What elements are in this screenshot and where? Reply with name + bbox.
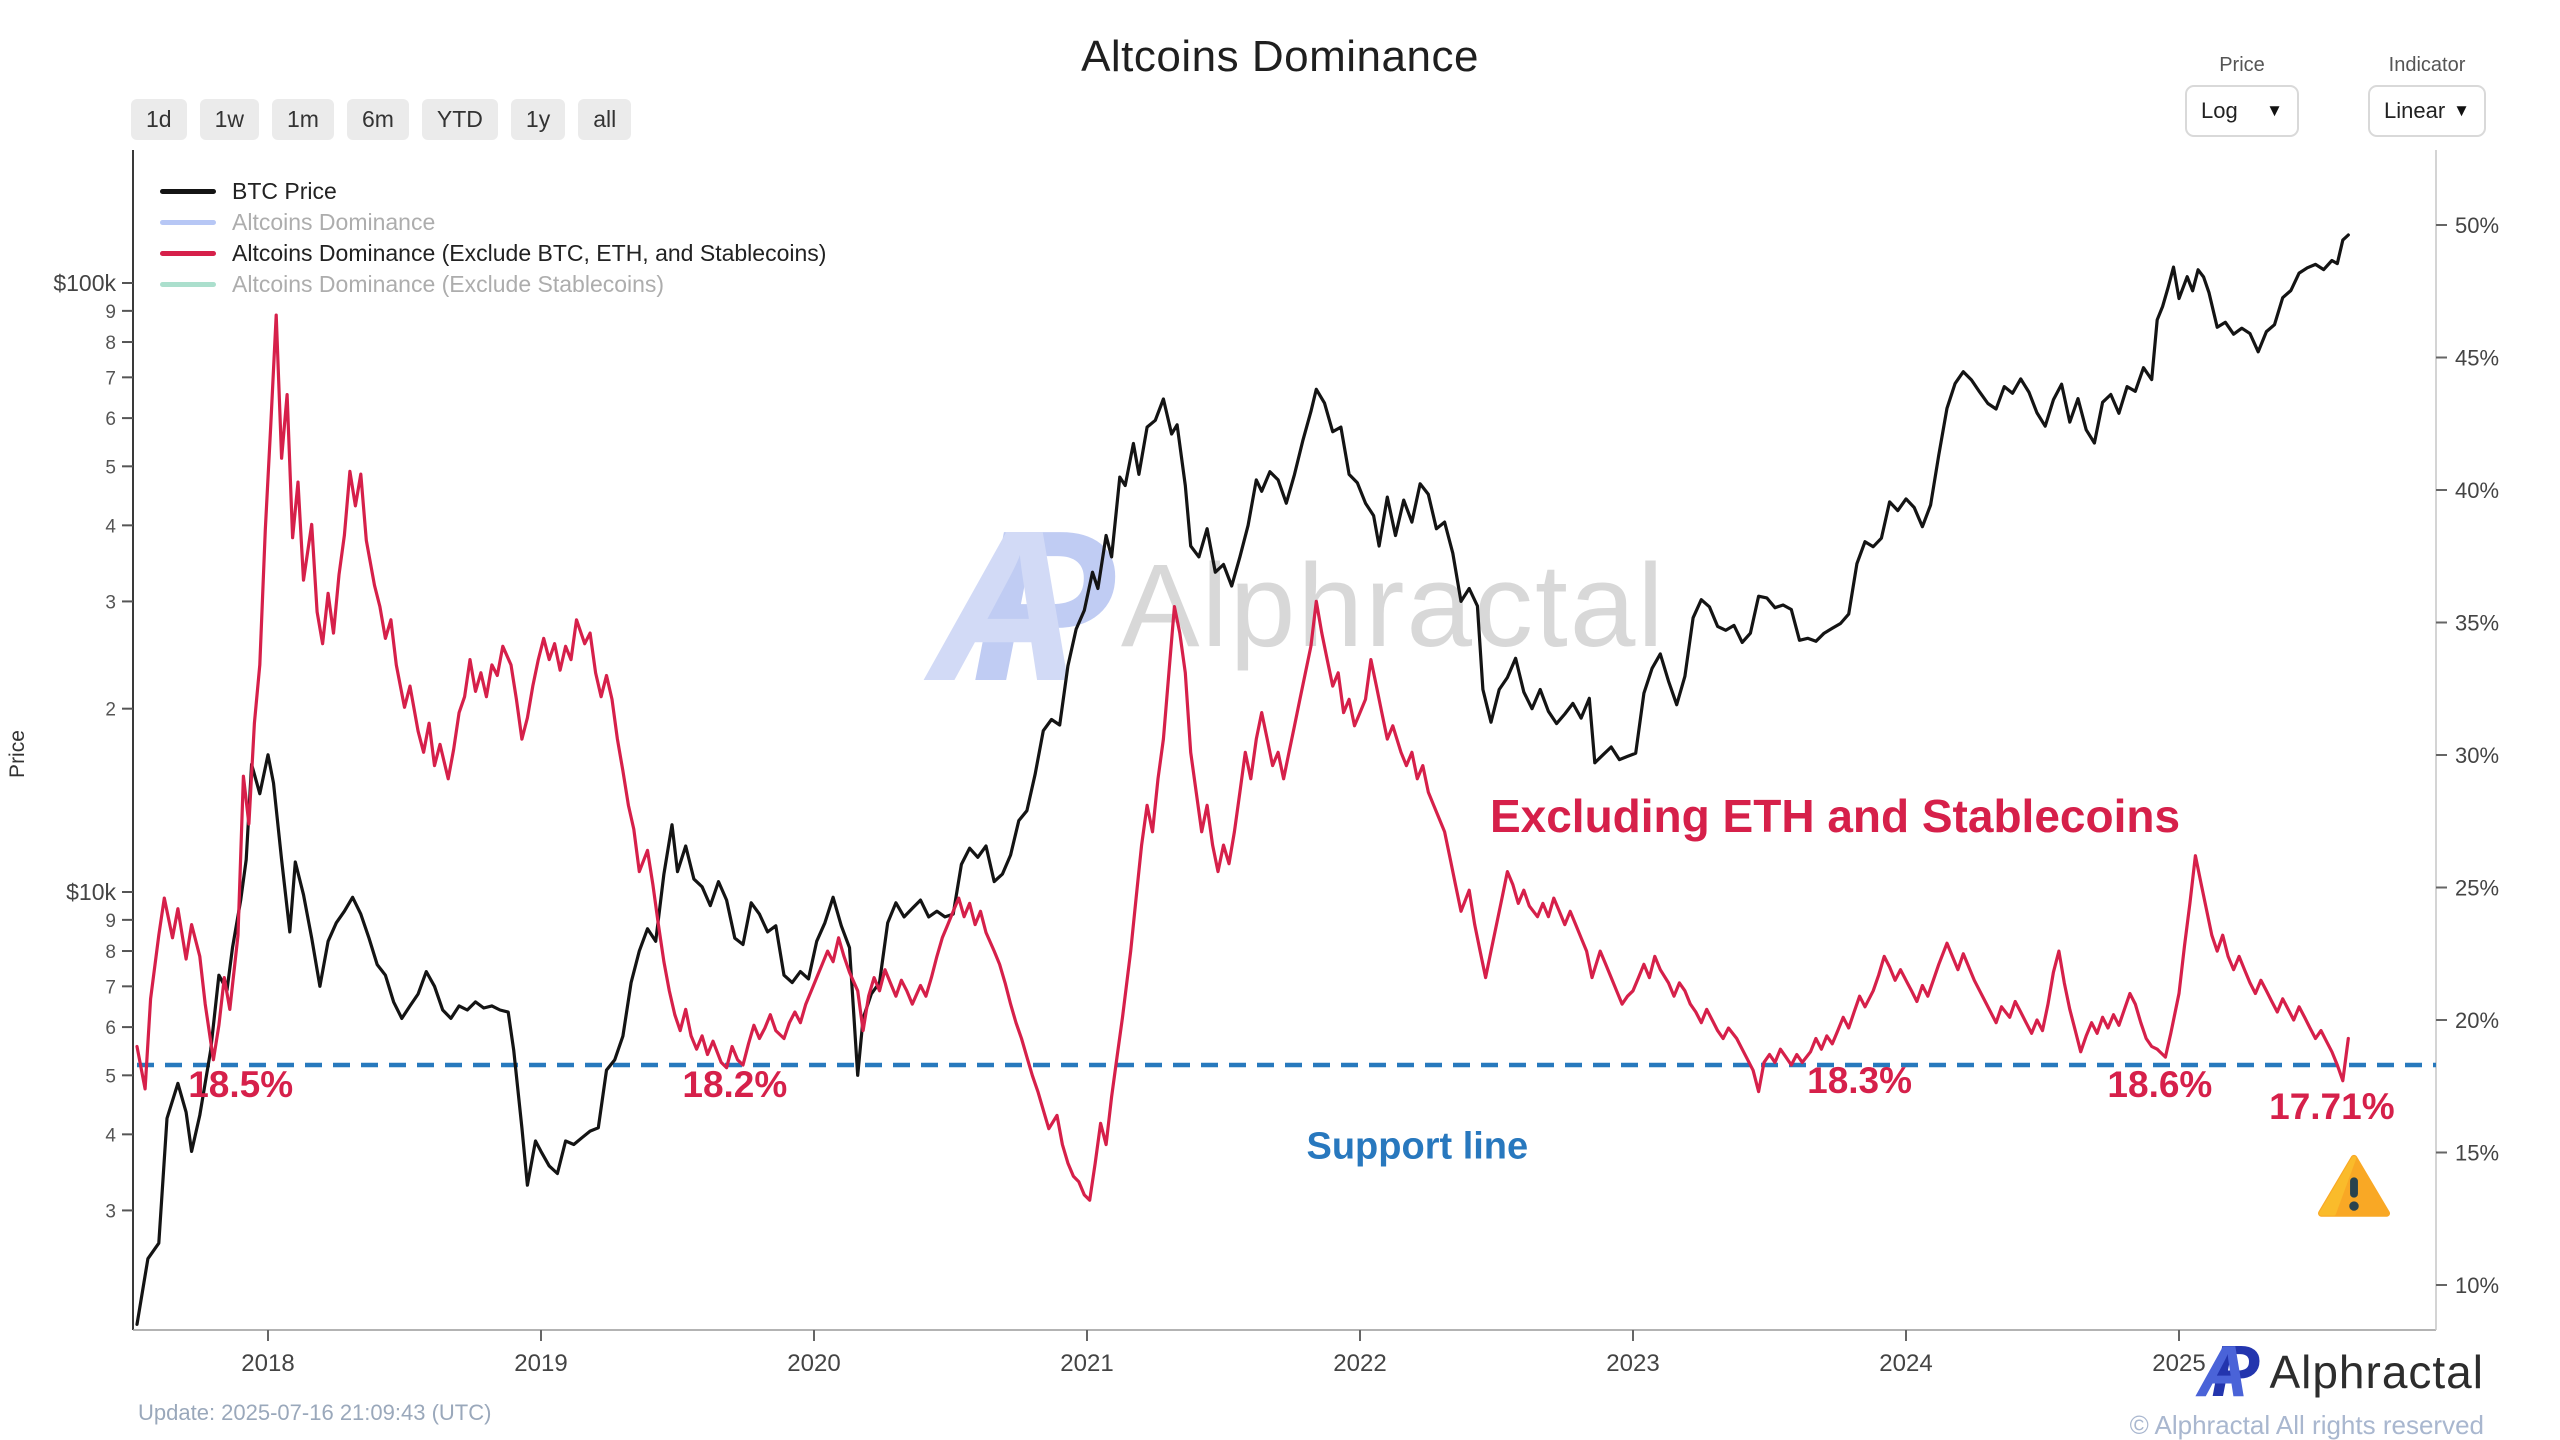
series-line-altcoin-dominance	[135, 313, 2350, 1202]
series-line-btc-price	[135, 233, 2350, 1327]
legend-swatch	[160, 189, 216, 194]
left-axis-tick-label: 7	[105, 977, 116, 998]
timeframe-button-1m[interactable]: 1m	[272, 99, 334, 140]
left-axis-tick-label: 2	[105, 700, 116, 721]
brand-footer: AP Alphractal © Alphractal All rights re…	[2130, 1336, 2484, 1440]
x-axis-tick-label: 2019	[514, 1350, 567, 1377]
update-timestamp: Update: 2025-07-16 21:09:43 (UTC)	[138, 1400, 492, 1425]
chevron-down-icon: ▼	[2453, 101, 2470, 120]
x-axis-tick-label: 2025	[2152, 1350, 2205, 1377]
timeframe-button-6m[interactable]: 6m	[346, 99, 409, 140]
chart-legend: BTC Price Altcoins Dominance Altcoins Domi…	[160, 176, 826, 300]
left-axis-tick-label: 6	[105, 409, 116, 430]
level-annotation-186: 18.6%	[2107, 1063, 2213, 1105]
left-axis-tick-label: 7	[105, 368, 116, 389]
legend-label: Altcoins Dominance	[232, 209, 436, 235]
right-axis-tick-label: 50%	[2455, 213, 2499, 238]
brand-name: Alphractal	[2269, 1346, 2484, 1398]
indicator-scale-control: Indicator Linear ▼	[2368, 54, 2486, 137]
right-axis-tick-label: 25%	[2455, 876, 2499, 901]
legend-item-3[interactable]: Altcoins Dominance (Exclude Stablecoins)	[160, 269, 826, 300]
page-title: Altcoins Dominance	[1081, 32, 1479, 81]
legend-item-1[interactable]: Altcoins Dominance	[160, 207, 826, 238]
chevron-down-icon: ▼	[2266, 101, 2283, 120]
left-axis-tick-label: 8	[105, 333, 116, 354]
legend-label: Altcoins Dominance (Exclude Stablecoins)	[232, 271, 665, 297]
timeframe-button-1d[interactable]: 1d	[131, 99, 187, 140]
legend-swatch	[160, 220, 216, 225]
legend-swatch	[160, 282, 216, 287]
timeframe-button-1w[interactable]: 1w	[199, 99, 259, 140]
left-axis-tick-label: 8	[105, 942, 116, 963]
legend-item-2[interactable]: Altcoins Dominance (Exclude BTC, ETH, an…	[160, 238, 826, 269]
copyright-note: © Alphractal All rights reserved	[2129, 1410, 2484, 1440]
price-scale-control: Price Log ▼	[2185, 54, 2299, 137]
series-note-label: Excluding ETH and Stablecoins	[1489, 789, 2181, 842]
indicator-scale-dropdown[interactable]: Linear ▼	[2368, 85, 2486, 137]
x-axis-tick-label: 2020	[787, 1350, 840, 1377]
legend-label: BTC Price	[232, 178, 337, 204]
price-scale-value: Log	[2201, 98, 2238, 123]
right-axis-tick-label: 30%	[2455, 743, 2499, 768]
level-annotation-183: 18.3%	[1807, 1059, 1913, 1101]
timeframe-button-all[interactable]: all	[578, 99, 632, 140]
left-axis-tick-label: 9	[105, 302, 116, 323]
left-axis-tick-label: $10k	[66, 879, 116, 905]
left-axis-tick-label: 9	[105, 911, 116, 932]
left-axis-tick-label: 5	[105, 457, 116, 478]
x-axis-tick-label: 2018	[241, 1350, 294, 1377]
level-annotation-185: 18.5%	[188, 1063, 294, 1105]
x-axis-tick-label: 2022	[1333, 1350, 1386, 1377]
left-axis-tick-label: 3	[105, 592, 116, 613]
legend-swatch	[160, 251, 216, 256]
indicator-scale-value: Linear	[2384, 98, 2446, 123]
right-axis-tick-label: 15%	[2455, 1141, 2499, 1166]
legend-item-0[interactable]: BTC Price	[160, 176, 826, 207]
level-annotation-1771: 17.71%	[2269, 1086, 2395, 1128]
indicator-scale-label: Indicator	[2388, 54, 2466, 76]
right-axis-tick-label: 45%	[2455, 346, 2499, 371]
price-scale-label: Price	[2219, 54, 2265, 76]
x-axis-tick-label: 2023	[1606, 1350, 1659, 1377]
timeframe-button-group: 1d 1w 1m 6m YTD 1y all	[131, 99, 632, 140]
x-axis-tick-label: 2024	[1879, 1350, 1932, 1377]
legend-label: Altcoins Dominance (Exclude BTC, ETH, an…	[232, 240, 827, 266]
price-scale-dropdown[interactable]: Log ▼	[2185, 85, 2299, 137]
left-axis-tick-label: $100k	[53, 270, 116, 296]
right-axis-tick-label: 10%	[2455, 1273, 2499, 1298]
support-line-label: Support line	[1306, 1125, 1529, 1168]
warning-triangle-icon	[2317, 1154, 2390, 1225]
timeframe-button-1y[interactable]: 1y	[510, 99, 566, 140]
right-axis-tick-label: 20%	[2455, 1008, 2499, 1033]
left-axis-tick-label: 4	[105, 516, 116, 537]
x-axis-tick-label: 2021	[1060, 1350, 1113, 1377]
left-axis-tick-label: 3	[105, 1201, 116, 1222]
right-axis-tick-label: 35%	[2455, 611, 2499, 636]
left-axis-tick-label: 5	[105, 1066, 116, 1087]
level-annotation-182: 18.2%	[682, 1063, 788, 1105]
alphractal-logo-icon: AP	[2196, 1332, 2260, 1412]
left-axis-tick-label: 4	[105, 1125, 116, 1146]
timeframe-button-ytd[interactable]: YTD	[421, 99, 498, 140]
left-axis-tick-label: 6	[105, 1018, 116, 1039]
right-axis-tick-label: 40%	[2455, 478, 2499, 503]
